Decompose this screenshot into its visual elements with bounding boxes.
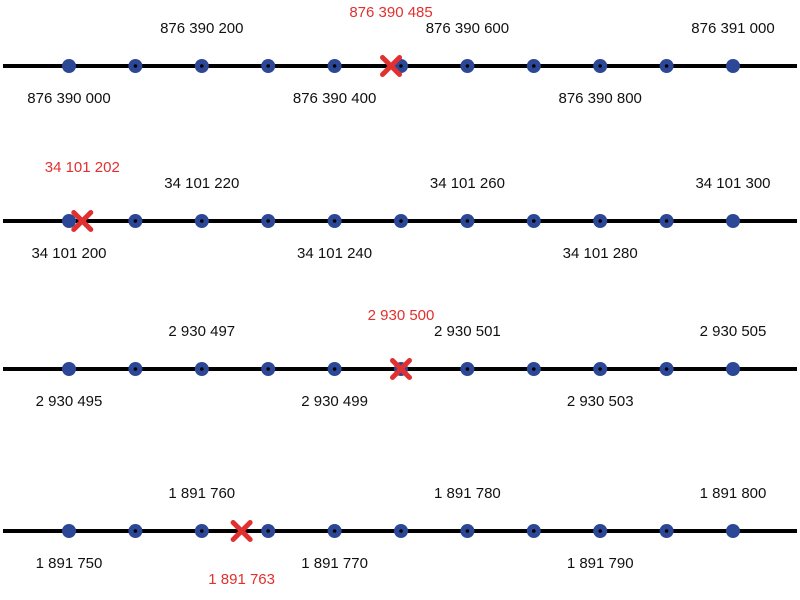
tick-label: 1 891 780 — [434, 485, 501, 502]
tick-center-dot — [532, 64, 536, 68]
tick-center-dot — [465, 529, 470, 533]
marker-label: 2 930 500 — [368, 307, 435, 324]
tick-center-dot — [266, 64, 271, 68]
tick-label: 1 891 770 — [301, 555, 368, 572]
marker-cross-stroke — [390, 358, 412, 380]
tick-label: 34 101 240 — [297, 245, 372, 262]
tick-center-dot — [200, 367, 204, 371]
tick-dot — [726, 214, 740, 228]
tick-center-dot — [200, 219, 204, 223]
tick-label: 2 930 497 — [168, 323, 235, 340]
tick-label: 34 101 200 — [31, 245, 106, 262]
tick-center-dot — [598, 529, 602, 533]
tick-center-dot — [266, 219, 271, 223]
tick-center-dot — [598, 219, 602, 223]
tick-label: 2 930 505 — [700, 323, 767, 340]
tick-center-dot — [664, 529, 669, 533]
tick-dot — [62, 59, 76, 73]
tick-label: 34 101 280 — [563, 245, 638, 262]
marker-label: 34 101 202 — [45, 159, 120, 176]
tick-center-dot — [598, 64, 602, 68]
tick-label: 876 390 600 — [426, 20, 509, 37]
tick-dot — [726, 362, 740, 376]
tick-center-dot — [332, 529, 337, 533]
tick-center-dot — [266, 529, 271, 533]
tick-center-dot — [532, 529, 536, 533]
tick-center-dot — [133, 367, 138, 371]
tick-center-dot — [399, 219, 403, 223]
tick-label: 1 891 760 — [168, 485, 235, 502]
tick-center-dot — [465, 219, 470, 223]
marker-label: 1 891 763 — [208, 571, 275, 588]
tick-label: 34 101 260 — [430, 175, 505, 192]
tick-center-dot — [200, 64, 204, 68]
tick-center-dot — [465, 64, 470, 68]
tick-label: 1 891 750 — [36, 555, 103, 572]
tick-center-dot — [399, 529, 403, 533]
tick-label: 876 391 000 — [691, 20, 774, 37]
tick-label: 34 101 300 — [695, 175, 770, 192]
tick-label: 1 891 800 — [700, 485, 767, 502]
tick-label: 876 390 200 — [160, 20, 243, 37]
tick-center-dot — [532, 219, 536, 223]
tick-center-dot — [266, 367, 271, 371]
tick-center-dot — [399, 64, 403, 68]
tick-label: 2 930 499 — [301, 393, 368, 410]
tick-dot — [62, 214, 76, 228]
tick-center-dot — [332, 219, 337, 223]
tick-dot — [726, 59, 740, 73]
tick-center-dot — [664, 64, 669, 68]
tick-dot — [62, 362, 76, 376]
tick-label: 2 930 501 — [434, 323, 501, 340]
tick-center-dot — [133, 64, 138, 68]
marker-cross-stroke — [230, 520, 253, 542]
tick-label: 34 101 220 — [164, 175, 239, 192]
tick-center-dot — [200, 529, 204, 533]
tick-label: 2 930 503 — [567, 393, 634, 410]
marker-cross-stroke — [71, 210, 94, 232]
marker-label: 876 390 485 — [349, 4, 432, 21]
tick-label: 876 390 000 — [27, 90, 110, 107]
tick-dot — [62, 524, 76, 538]
tick-dot — [726, 524, 740, 538]
tick-center-dot — [465, 367, 470, 371]
tick-center-dot — [133, 219, 138, 223]
tick-center-dot — [332, 64, 337, 68]
tick-label: 876 390 800 — [558, 90, 641, 107]
tick-center-dot — [532, 367, 536, 371]
marker-cross-stroke — [380, 55, 403, 77]
tick-center-dot — [332, 367, 337, 371]
tick-label: 876 390 400 — [293, 90, 376, 107]
tick-center-dot — [664, 219, 669, 223]
tick-label: 2 930 495 — [36, 393, 103, 410]
tick-label: 1 891 790 — [567, 555, 634, 572]
tick-center-dot — [133, 529, 138, 533]
tick-center-dot — [598, 367, 602, 371]
tick-center-dot — [664, 367, 669, 371]
